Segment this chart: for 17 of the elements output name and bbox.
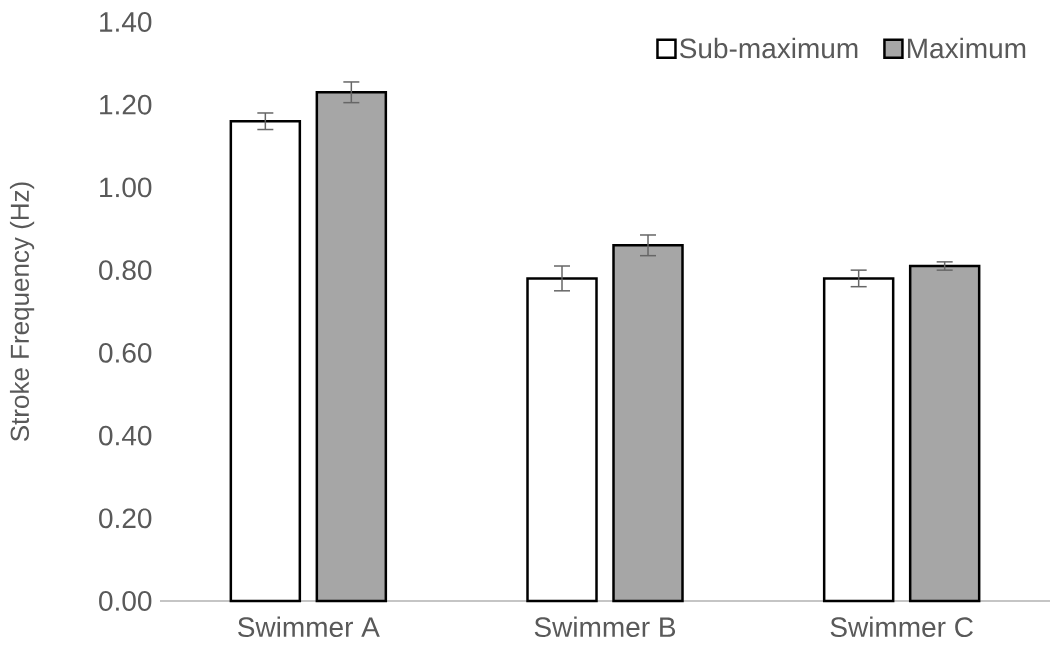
y-tick-label: 0.00 — [99, 591, 152, 611]
y-axis-title: Stroke Frequency (Hz) — [9, 182, 35, 442]
legend-label: Maximum — [907, 37, 1026, 59]
x-tick-label: Swimmer A — [238, 616, 380, 638]
y-tick-label: 1.20 — [100, 94, 152, 115]
y-tick-label: 0.80 — [99, 260, 152, 281]
y-tick-label: 1.40 — [100, 12, 152, 32]
y-tick-label: 0.20 — [99, 508, 152, 529]
bar — [229, 120, 302, 603]
x-tick-label: Swimmer C — [830, 616, 973, 638]
legend-label: Sub-maximum — [679, 37, 858, 59]
y-tick-label: 0.40 — [99, 425, 152, 446]
bar — [526, 277, 598, 603]
y-tick-label: 1.00 — [100, 177, 152, 198]
y-tick-label: 0.60 — [99, 342, 152, 363]
bar — [822, 277, 895, 603]
x-tick-label: Swimmer B — [534, 616, 676, 638]
